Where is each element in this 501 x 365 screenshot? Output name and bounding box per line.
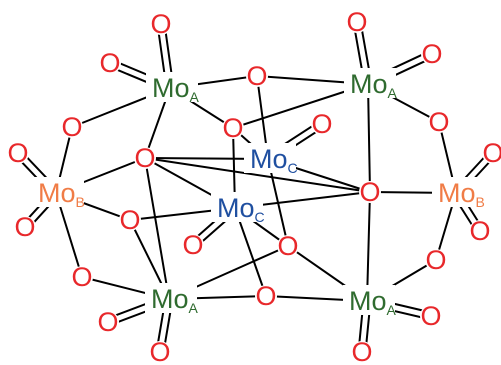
single-bond — [144, 157, 371, 193]
mo-c-back-label: MoC — [250, 144, 298, 176]
mo-c-front-background — [211, 192, 263, 222]
mo-symbol: Mo — [38, 178, 76, 208]
single-bond — [367, 83, 371, 193]
oxygen-atom-background — [277, 235, 299, 257]
mo-a-top-right-label: MoA — [350, 69, 398, 101]
single-bond — [144, 157, 170, 300]
oxygen-atom-background — [182, 234, 204, 256]
mo-subscript: A — [189, 300, 199, 316]
oxygen-atom-label: O — [425, 245, 446, 275]
mo-b-left-background — [32, 177, 84, 207]
mo-subscript: A — [388, 85, 398, 101]
oxygen-atom-label: O — [71, 262, 92, 292]
mo-subscript: C — [288, 160, 298, 176]
oxygen-atom-background — [359, 181, 381, 203]
oxygen-atom-background — [420, 305, 442, 327]
oxygen-atom-label: O — [222, 113, 243, 143]
oxygen-atom-background — [421, 43, 443, 65]
oxygen-atom-label: O — [277, 231, 298, 261]
single-bond — [366, 191, 371, 302]
oxygen-atom-background — [61, 116, 83, 138]
mo-c-front-label: MoC — [217, 193, 265, 225]
mo-subscript: A — [387, 302, 397, 318]
oxygen-atom-label: O — [149, 337, 170, 365]
oxygen-atom-background — [119, 209, 141, 231]
oxygen-atom-label: O — [420, 301, 441, 331]
oxygen-atom-label: O — [469, 216, 490, 246]
oxygen-atom-label: O — [61, 112, 82, 142]
oxygen-atom-background — [469, 220, 491, 242]
mo-symbol: Mo — [250, 144, 288, 174]
oxygen-atom-label: O — [346, 7, 367, 37]
mo-b-right-label: MoB — [438, 178, 485, 210]
oxygen-atom-label: O — [428, 107, 449, 137]
oxygen-atom-label: O — [246, 61, 267, 91]
mo-symbol: Mo — [151, 284, 189, 314]
oxygen-atom-label: O — [99, 48, 120, 78]
oxygen-atom-background — [7, 142, 29, 164]
mo-symbol: Mo — [349, 286, 387, 316]
mo-a-bottom-right-background — [343, 285, 395, 315]
mo-symbol: Mo — [350, 69, 388, 99]
oxygen-atom-label: O — [359, 177, 380, 207]
mo-a-top-left-label: MoA — [152, 73, 200, 105]
mo-b-left-label: MoB — [38, 178, 85, 210]
oxygen-atom-background — [150, 13, 172, 35]
oxygen-atom-background — [134, 147, 156, 169]
oxygen-atom-background — [97, 311, 119, 333]
single-bond — [234, 207, 267, 297]
oxygen-atom-label: O — [119, 205, 140, 235]
oxygen-atom-label: O — [14, 212, 35, 242]
mo-symbol: Mo — [152, 73, 190, 103]
oxygen-atom-background — [346, 11, 368, 33]
mo-a-top-left-background — [146, 72, 198, 102]
mo-a-top-right-background — [344, 68, 396, 98]
oxygen-atom-background — [14, 216, 36, 238]
oxygen-atom-label: O — [482, 138, 501, 168]
oxygen-atom-background — [425, 249, 447, 271]
mo-subscript: C — [255, 209, 265, 225]
oxygen-atom-background — [428, 111, 450, 133]
oxygen-atom-label: O — [421, 39, 442, 69]
oxygen-atom-label: O — [7, 138, 28, 168]
oxygen-atom-background — [482, 142, 501, 164]
oxygen-atom-background — [255, 285, 277, 307]
oxygen-atom-background — [222, 117, 244, 139]
mo-a-bottom-left-background — [145, 283, 197, 313]
oxygen-atom-label: O — [351, 337, 372, 365]
oxygen-atom-label: O — [255, 281, 276, 311]
oxygen-atom-label: O — [97, 307, 118, 337]
oxygen-atom-background — [351, 341, 373, 363]
mo-b-right-background — [432, 177, 484, 207]
oxygen-atom-label: O — [182, 230, 203, 260]
oxygen-atom-label: O — [150, 9, 171, 39]
oxygen-atom-background — [246, 65, 268, 87]
single-bond — [267, 158, 289, 247]
mo-subscript: A — [190, 89, 200, 105]
mo-c-back-background — [244, 143, 296, 173]
mo-a-bottom-right-label: MoA — [349, 286, 397, 318]
oxygen-atom-label: O — [311, 109, 332, 139]
mo-a-bottom-left-label: MoA — [151, 284, 199, 316]
oxygen-atom-background — [71, 266, 93, 288]
mo-symbol: Mo — [217, 193, 255, 223]
mo-subscript: B — [476, 194, 485, 210]
oxygen-atom-background — [311, 113, 333, 135]
mo-subscript: B — [76, 194, 85, 210]
oxygen-atom-background — [99, 52, 121, 74]
oxygen-atom-background — [149, 341, 171, 363]
oxygen-atom-label: O — [134, 143, 155, 173]
mo-symbol: Mo — [438, 178, 476, 208]
